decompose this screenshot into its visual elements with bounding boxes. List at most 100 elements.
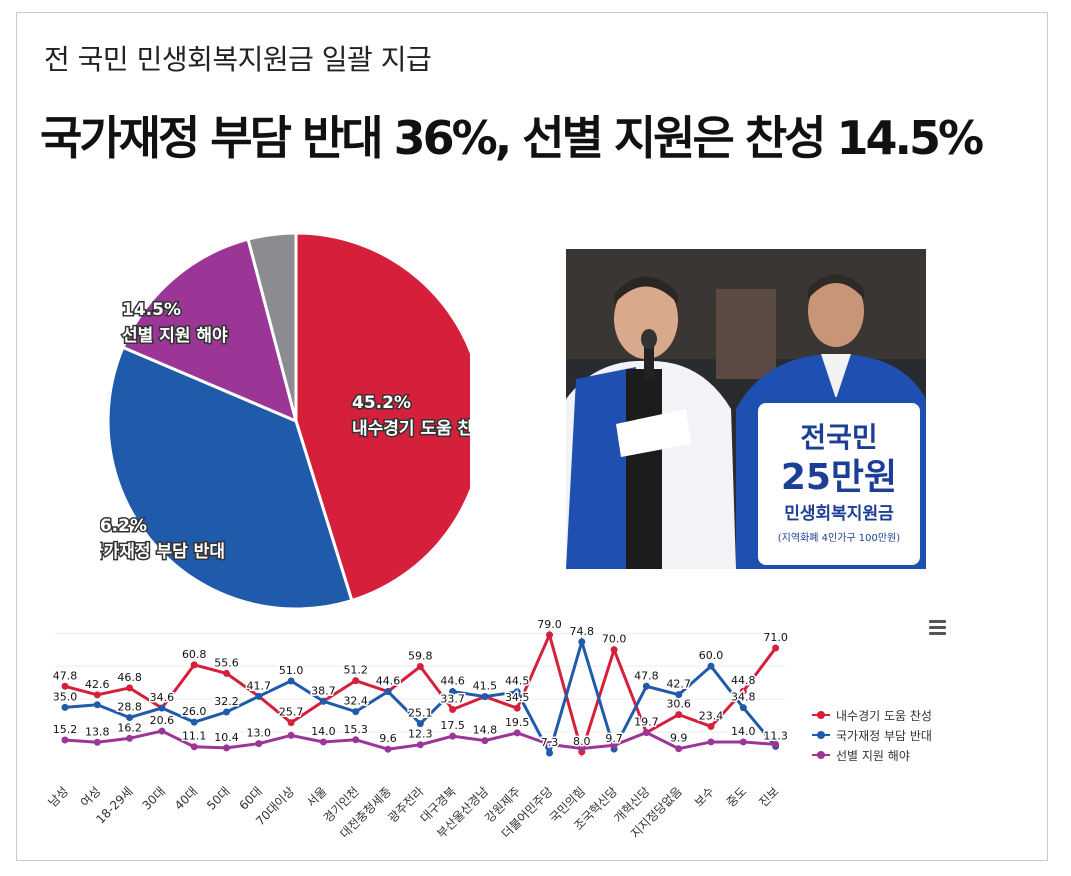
data-label: 44.6 (440, 675, 465, 688)
data-label: 8.0 (573, 735, 591, 748)
data-label: 30.6 (666, 698, 691, 711)
data-point[interactable] (416, 720, 424, 728)
data-point[interactable] (610, 741, 618, 749)
x-tick-label: 60대 (236, 784, 265, 813)
data-point[interactable] (352, 736, 360, 744)
chart-menu-icon[interactable] (929, 620, 946, 638)
data-point[interactable] (255, 740, 263, 748)
data-label: 35.0 (53, 690, 78, 703)
data-point[interactable] (578, 745, 586, 753)
data-label: 44.6 (376, 675, 401, 688)
data-point[interactable] (416, 741, 424, 749)
data-label: 55.6 (214, 656, 239, 669)
data-point[interactable] (610, 646, 618, 654)
data-point[interactable] (513, 704, 521, 712)
data-point[interactable] (513, 688, 521, 696)
data-label: 34.5 (505, 691, 530, 704)
data-label: 25.7 (279, 706, 304, 719)
data-point[interactable] (707, 662, 715, 670)
pie-slice (121, 237, 299, 424)
pie-percent-label: 45.2% (352, 393, 411, 413)
data-point[interactable] (481, 737, 489, 745)
data-point[interactable] (126, 734, 134, 742)
data-point[interactable] (319, 738, 327, 746)
data-label: 44.5 (505, 675, 530, 688)
data-point[interactable] (287, 677, 295, 685)
data-point[interactable] (772, 644, 780, 652)
data-point[interactable] (61, 703, 69, 711)
data-point[interactable] (578, 638, 586, 646)
x-tick-label: 30대 (140, 784, 169, 813)
data-label: 14.0 (731, 725, 756, 738)
data-point[interactable] (449, 688, 457, 696)
data-point[interactable] (772, 740, 780, 748)
data-label: 47.8 (53, 669, 78, 682)
data-point[interactable] (739, 704, 747, 712)
data-point[interactable] (449, 705, 457, 713)
data-label: 28.8 (117, 701, 142, 714)
legend-marker (812, 750, 830, 760)
data-point[interactable] (546, 740, 553, 748)
data-label: 17.5 (440, 719, 465, 732)
data-point[interactable] (642, 729, 650, 737)
pie-slice-label: 내수경기 도움 찬성 (352, 419, 470, 439)
data-point[interactable] (93, 738, 101, 746)
data-point[interactable] (190, 743, 198, 751)
data-point[interactable] (352, 677, 360, 685)
data-point[interactable] (93, 701, 101, 709)
x-tick-label: 중도 (724, 784, 750, 810)
data-point[interactable] (642, 682, 650, 690)
pie-percent-label: 14.5% (122, 300, 181, 320)
data-point[interactable] (61, 736, 69, 744)
pie-slice-label: 선별 지원 해야 (122, 326, 228, 346)
data-point[interactable] (675, 711, 683, 719)
data-point[interactable] (158, 727, 166, 735)
pie-chart: 45.2% 내수경기 도움 찬성 36.2% 국가재정 부담 반대 14.5% 선별 지원… (100, 231, 470, 611)
data-label: 32.4 (343, 695, 368, 708)
data-point[interactable] (287, 731, 295, 739)
legend-item[interactable]: 국가재정 부담 반대 (812, 725, 932, 745)
data-point[interactable] (707, 722, 715, 730)
data-label: 42.7 (666, 678, 691, 691)
data-point[interactable] (481, 693, 489, 701)
data-point[interactable] (158, 704, 166, 712)
data-point[interactable] (675, 745, 683, 753)
data-point[interactable] (93, 691, 101, 699)
data-point[interactable] (319, 697, 327, 705)
data-point[interactable] (546, 749, 553, 757)
data-point[interactable] (416, 663, 424, 671)
data-point[interactable] (675, 691, 683, 699)
sign-line-3: 민생회복지원금 (784, 504, 894, 524)
data-point[interactable] (223, 708, 230, 716)
data-point[interactable] (190, 718, 198, 726)
data-label: 70.0 (602, 633, 627, 646)
data-label: 10.4 (214, 731, 239, 744)
data-label: 11.3 (763, 729, 788, 742)
data-point[interactable] (287, 719, 295, 727)
data-point[interactable] (126, 684, 134, 692)
legend-item[interactable]: 선별 지원 해야 (812, 745, 932, 765)
data-label: 26.0 (182, 705, 207, 718)
data-point[interactable] (739, 738, 747, 746)
data-point[interactable] (513, 729, 521, 737)
data-point[interactable] (384, 745, 392, 753)
data-point[interactable] (707, 738, 715, 746)
data-label: 51.2 (343, 664, 368, 677)
data-point[interactable] (546, 631, 553, 639)
data-point[interactable] (223, 744, 230, 752)
line-chart-legend: 내수경기 도움 찬성 국가재정 부담 반대 선별 지원 해야 (812, 705, 932, 765)
data-point[interactable] (449, 732, 457, 740)
data-point[interactable] (190, 661, 198, 669)
data-point[interactable] (352, 708, 360, 716)
data-point[interactable] (739, 687, 747, 695)
data-point[interactable] (384, 688, 392, 696)
data-point[interactable] (255, 692, 263, 700)
data-label: 13.8 (85, 725, 110, 738)
campaign-photo-art: 전국민 25만원 민생회복지원금 (지역화폐 4인가구 100만원) (566, 249, 926, 569)
data-point[interactable] (223, 669, 230, 677)
data-label: 42.6 (85, 678, 110, 691)
data-label: 11.1 (182, 730, 207, 743)
data-point[interactable] (61, 682, 69, 690)
data-point[interactable] (126, 714, 134, 722)
legend-item[interactable]: 내수경기 도움 찬성 (812, 705, 932, 725)
